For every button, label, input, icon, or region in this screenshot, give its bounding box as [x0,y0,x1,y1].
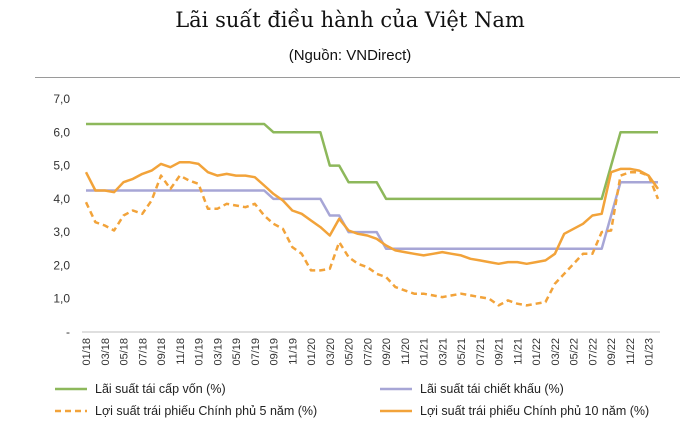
y-tick-label: 4,0 [53,192,70,206]
x-tick-label: 09/22 [606,338,618,366]
y-tick-label: 3,0 [53,225,70,239]
series-line-refinancing [86,122,658,201]
x-tick-label: 05/22 [569,338,581,366]
legend-swatch-bond-10y [380,409,412,413]
x-tick-label: 03/22 [550,338,562,366]
x-tick-label: 07/20 [362,338,374,366]
x-tick-label: 11/18 [175,338,187,365]
chart-subtitle: (Nguồn: VNDirect) [288,47,412,64]
legend-swatch-discount [380,387,412,391]
x-tick-label: 01/18 [81,338,93,366]
x-tick-label: 07/18 [137,338,149,366]
title-divider [35,77,680,78]
y-tick-label: 1,0 [53,292,70,306]
legend-label-bond-10y: Lợi suất trái phiếu Chính phủ 10 năm (%) [420,404,650,418]
legend-label-bond-5y: Lợi suất trái phiếu Chính phủ 5 năm (%) [95,404,318,418]
x-tick-label: 05/18 [119,338,131,366]
x-tick-label: 01/23 [644,338,656,366]
x-tick-label: 09/21 [494,338,506,366]
legend-label-refinancing: Lãi suất tái cấp vốn (%) [95,382,226,396]
x-tick-label: 11/21 [512,338,524,365]
y-tick-label: - [66,325,70,339]
x-tick-label: 07/21 [475,338,487,366]
series-lines [84,122,660,307]
legend-swatch-bond-5y [55,409,87,413]
x-tick-label: 09/19 [269,338,281,366]
x-tick-label: 07/19 [250,338,262,366]
x-tick-label: 03/21 [437,338,449,366]
series-line-bond-10y [84,160,660,266]
x-tick-label: 03/18 [100,338,112,366]
x-tick-label: 09/20 [381,338,393,366]
series-line-discount [86,180,658,251]
y-tick-label: 2,0 [53,258,70,272]
x-tick-label: 07/22 [587,338,599,366]
x-tick-label: 01/21 [419,338,431,366]
y-axis-tick-labels: - 1,0 2,0 3,0 4,0 5,0 6,0 7,0 [53,92,70,339]
x-tick-label: 11/20 [400,338,412,365]
x-tick-label: 01/20 [306,338,318,366]
x-tick-label: 05/20 [344,338,356,366]
y-tick-label: 6,0 [53,125,70,139]
x-tick-label: 01/19 [194,338,206,366]
y-tick-label: 5,0 [53,159,70,173]
legend-label-discount: Lãi suất tái chiết khấu (%) [420,382,564,396]
legend-item-bond-10y: Lợi suất trái phiếu Chính phủ 10 năm (%) [380,404,649,418]
x-tick-label: 01/22 [531,338,543,366]
legend-item-discount: Lãi suất tái chiết khấu (%) [380,382,564,396]
x-tick-label: 03/19 [212,338,224,366]
x-axis-tick-labels: 01/18 03/18 05/18 07/18 09/18 11/18 01/19 03/19… [81,338,656,366]
legend-item-refinancing: Lãi suất tái cấp vốn (%) [55,382,226,396]
chart-title: Lãi suất điều hành của Việt Nam [175,8,525,32]
x-tick-label: 05/21 [456,338,468,366]
legend-item-bond-5y: Lợi suất trái phiếu Chính phủ 5 năm (%) [55,404,317,418]
legend-swatch-refinancing [55,387,87,391]
y-tick-label: 7,0 [53,92,70,106]
x-tick-label: 09/18 [156,338,168,366]
series-line-bond-5y [84,170,660,307]
x-tick-label: 05/19 [231,338,243,366]
x-tick-label: 11/19 [287,338,299,365]
x-tick-label: 11/22 [625,338,637,365]
x-tick-label: 03/20 [325,338,337,366]
